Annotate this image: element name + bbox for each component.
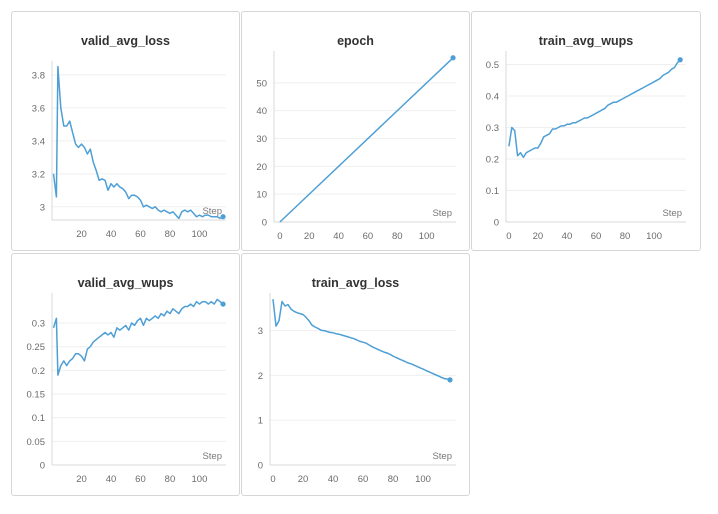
chart-panel-train-avg-wups[interactable]: train_avg_wups 0 0.1 0.2 0.3 0.4 0.5 0 20 40 60 80… <box>471 11 701 251</box>
y-tick-label: 0 <box>258 461 263 472</box>
y-tick-label: 3.2 <box>32 169 45 180</box>
x-tick-label: 60 <box>358 474 369 485</box>
y-tick-label: 3.4 <box>32 136 45 147</box>
y-tick-label: 0.1 <box>486 186 499 197</box>
series-end-point <box>220 301 226 307</box>
chart-panel-valid-avg-loss[interactable]: valid_avg_loss 3 3.2 3.4 3.6 3.8 20 40 60 80 100 S… <box>11 11 240 251</box>
x-tick-label: 40 <box>562 231 573 242</box>
x-tick-label: 0 <box>277 231 282 242</box>
chart-plot[interactable]: 0 0.1 0.2 0.3 0.4 0.5 0 20 40 60 80 100 Step <box>472 12 702 252</box>
y-tick-label: 0.2 <box>486 154 499 165</box>
x-tick-label: 20 <box>533 231 544 242</box>
y-tick-label: 0.3 <box>32 319 45 330</box>
x-tick-label: 40 <box>333 231 344 242</box>
y-tick-label: 30 <box>256 134 267 145</box>
x-tick-label: 20 <box>76 229 87 240</box>
y-tick-label: 0.2 <box>32 366 45 377</box>
chart-plot[interactable]: 0 10 20 30 40 50 0 20 40 60 80 100 Step <box>242 12 471 252</box>
x-tick-label: 20 <box>304 231 315 242</box>
y-tick-label: 20 <box>256 162 267 173</box>
chart-title: train_avg_loss <box>311 276 400 290</box>
chart-title: valid_avg_loss <box>81 34 170 48</box>
x-tick-label: 60 <box>135 229 146 240</box>
x-tick-label: 20 <box>298 474 309 485</box>
y-tick-label: 0.15 <box>27 390 46 401</box>
y-tick-label: 0 <box>494 218 499 229</box>
x-tick-label: 80 <box>392 231 403 242</box>
x-tick-label: 20 <box>76 474 87 485</box>
y-tick-label: 0 <box>40 461 45 472</box>
x-tick-label: 80 <box>388 474 399 485</box>
chart-panel-valid-avg-wups[interactable]: valid_avg_wups 0 0.05 0.1 0.15 0.2 0.25 0.3 20 4… <box>11 253 240 496</box>
y-tick-label: 10 <box>256 190 267 201</box>
y-tick-label: 0.25 <box>27 342 46 353</box>
chart-title: valid_avg_wups <box>77 276 174 290</box>
series-end-point <box>677 57 683 63</box>
x-axis-label: Step <box>202 451 222 462</box>
x-tick-label: 80 <box>165 474 176 485</box>
y-tick-label: 0.5 <box>486 60 499 71</box>
x-tick-label: 0 <box>270 474 275 485</box>
series-end-point <box>450 55 456 61</box>
y-tick-label: 3 <box>40 202 45 213</box>
y-tick-label: 0.05 <box>27 437 46 448</box>
series-line <box>52 298 224 376</box>
series-end-point <box>220 214 226 220</box>
y-tick-label: 50 <box>256 78 267 89</box>
x-tick-label: 80 <box>165 229 176 240</box>
y-tick-label: 3.8 <box>32 70 45 81</box>
x-tick-label: 40 <box>106 474 117 485</box>
chart-title: train_avg_wups <box>538 34 634 48</box>
chart-plot[interactable]: 3 3.2 3.4 3.6 3.8 20 40 60 80 100 Step <box>12 12 241 252</box>
x-tick-label: 0 <box>506 231 511 242</box>
chart-panel-train-avg-loss[interactable]: train_avg_loss 0 1 2 3 0 20 40 60 80 100 Step <box>241 253 470 496</box>
y-tick-label: 0 <box>262 218 267 229</box>
chart-plot[interactable]: 0 0.05 0.1 0.15 0.2 0.25 0.3 20 40 60 80 100 Step <box>12 254 241 497</box>
x-axis-label: Step <box>202 206 222 217</box>
series-end-point <box>447 377 453 383</box>
series-line <box>272 299 451 381</box>
x-tick-label: 60 <box>363 231 374 242</box>
x-tick-label: 60 <box>135 474 146 485</box>
y-tick-label: 0.3 <box>486 123 499 134</box>
x-axis-label: Step <box>432 451 452 462</box>
y-tick-label: 0.1 <box>32 413 45 424</box>
y-tick-label: 0.4 <box>486 91 499 102</box>
chart-title: epoch <box>337 34 374 48</box>
x-tick-label: 100 <box>192 229 208 240</box>
series-line <box>279 57 454 223</box>
x-tick-label: 60 <box>591 231 602 242</box>
chart-plot[interactable]: 0 1 2 3 0 20 40 60 80 100 Step <box>242 254 471 497</box>
x-axis-label: Step <box>432 208 452 219</box>
x-tick-label: 100 <box>646 231 662 242</box>
y-tick-label: 3.6 <box>32 103 45 114</box>
x-tick-label: 40 <box>328 474 339 485</box>
series-line <box>52 65 224 220</box>
x-tick-label: 100 <box>192 474 208 485</box>
x-axis-label: Step <box>662 208 682 219</box>
series-line <box>508 59 681 159</box>
y-tick-label: 1 <box>258 416 263 427</box>
y-tick-label: 40 <box>256 106 267 117</box>
y-tick-label: 3 <box>258 326 263 337</box>
x-tick-label: 100 <box>419 231 435 242</box>
y-tick-label: 2 <box>258 371 263 382</box>
x-tick-label: 40 <box>106 229 117 240</box>
chart-panel-epoch[interactable]: epoch 0 10 20 30 40 50 0 20 40 60 80 100 Step <box>241 11 470 251</box>
x-tick-label: 80 <box>620 231 631 242</box>
x-tick-label: 100 <box>415 474 431 485</box>
